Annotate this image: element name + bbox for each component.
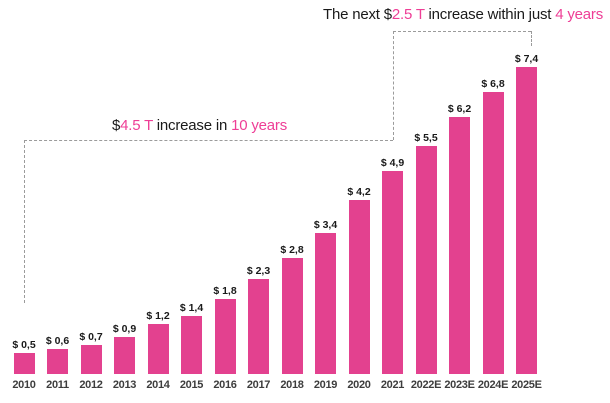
bar-value-label: $ 0,5 bbox=[12, 339, 36, 351]
x-axis-label: 2017 bbox=[246, 379, 271, 391]
bar-value-label: $ 2,3 bbox=[246, 265, 271, 277]
bar bbox=[348, 200, 370, 374]
annotation-ten-year-increase: $4.5 T increase in 10 years bbox=[112, 117, 287, 134]
bar-value-label: $ 4,2 bbox=[347, 186, 371, 198]
bar-value-label: $ 4,9 bbox=[380, 157, 405, 169]
x-axis-label: 2013 bbox=[112, 379, 137, 391]
x-axis-label: 2019 bbox=[313, 379, 338, 391]
bar-value-label: $ 1,2 bbox=[146, 310, 170, 322]
x-axis-label: 2020 bbox=[347, 379, 371, 391]
bar-value-label: $ 5,5 bbox=[414, 132, 438, 144]
bar bbox=[281, 258, 303, 374]
bracket-four-year-right-line bbox=[531, 31, 532, 46]
bar bbox=[80, 345, 102, 374]
bar bbox=[47, 349, 68, 374]
bar bbox=[114, 337, 135, 374]
x-axis-label: 2025E bbox=[511, 379, 542, 391]
bracket-ten-year-left-line bbox=[24, 140, 25, 303]
x-axis-label: 2015 bbox=[179, 379, 204, 391]
x-axis-label: 2024E bbox=[477, 379, 509, 391]
bar-value-label: $ 6,8 bbox=[481, 78, 505, 90]
bar bbox=[13, 353, 35, 374]
bracket-connector-line bbox=[393, 31, 394, 140]
bar bbox=[516, 67, 537, 374]
annotation-text: The next $ bbox=[323, 6, 392, 23]
annotation-highlight-text: 4 years bbox=[555, 6, 603, 23]
bar-value-label: $ 2,8 bbox=[280, 244, 304, 256]
x-axis-label: 2023E bbox=[444, 379, 475, 391]
bar bbox=[449, 117, 470, 374]
bar-value-label: $ 3,4 bbox=[313, 219, 338, 231]
annotation-highlight-text: 10 years bbox=[231, 117, 288, 134]
annotation-highlight-text: 2.5 T bbox=[391, 6, 425, 23]
bar bbox=[382, 171, 403, 374]
x-axis-label: 2014 bbox=[146, 379, 170, 391]
bar bbox=[214, 299, 236, 374]
bar bbox=[181, 316, 202, 374]
bar bbox=[415, 146, 437, 374]
annotation-four-year-increase: The next $2.5 T increase within just 4 y… bbox=[323, 6, 603, 23]
bar-value-label: $ 1,8 bbox=[213, 285, 237, 297]
bracket-four-year-horizontal-line bbox=[393, 31, 531, 32]
bracket-ten-year-horizontal-line bbox=[24, 140, 393, 141]
bar-value-label: $ 6,2 bbox=[447, 103, 472, 115]
bar bbox=[147, 324, 169, 374]
bar-value-label: $ 0,7 bbox=[79, 331, 103, 343]
bar bbox=[248, 279, 269, 374]
annotation-text: increase in bbox=[152, 117, 232, 134]
annotation-highlight-text: 4.5 T bbox=[120, 117, 153, 134]
bar bbox=[482, 92, 504, 374]
annotation-text: $ bbox=[112, 117, 121, 134]
annotation-text: increase within just bbox=[424, 6, 556, 23]
x-axis-label: 2022E bbox=[410, 379, 442, 391]
bar-value-label: $ 7,4 bbox=[514, 53, 539, 65]
x-axis-label: 2018 bbox=[280, 379, 304, 391]
bar-value-label: $ 0,9 bbox=[112, 323, 137, 335]
x-axis-label: 2011 bbox=[46, 379, 69, 391]
bar-value-label: $ 0,6 bbox=[45, 335, 70, 347]
x-axis-label: 2010 bbox=[12, 379, 36, 391]
x-axis-label: 2012 bbox=[79, 379, 103, 391]
bar-value-label: $ 1,4 bbox=[179, 302, 204, 314]
bar bbox=[315, 233, 336, 374]
x-axis-label: 2016 bbox=[213, 379, 237, 391]
x-axis-label: 2021 bbox=[380, 379, 405, 391]
